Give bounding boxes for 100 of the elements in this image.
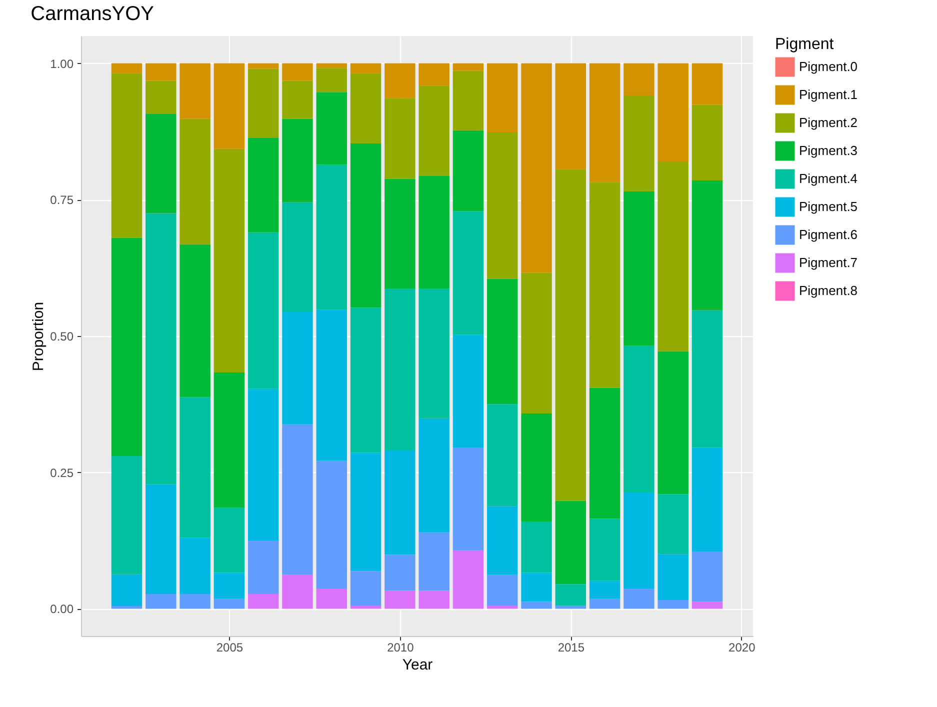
bar [180, 538, 210, 594]
bar [111, 574, 142, 606]
x-tick-label: 2020 [728, 640, 756, 654]
bar [350, 571, 382, 606]
bar [248, 388, 279, 541]
bar [555, 605, 586, 609]
bar [214, 63, 245, 149]
y-tick-label: 0.25 [50, 466, 74, 480]
legend-label: Pigment.5 [799, 199, 858, 214]
bar [384, 288, 416, 451]
bar [384, 63, 416, 98]
bar [146, 594, 176, 609]
legend-label: Pigment.1 [799, 87, 858, 102]
bar [316, 460, 347, 589]
bar [316, 68, 347, 92]
bar [418, 63, 450, 86]
bar [248, 138, 279, 232]
bar [692, 104, 723, 181]
bar [692, 602, 723, 609]
bar [452, 550, 484, 609]
bar [282, 63, 313, 81]
bar [589, 182, 620, 388]
bar [589, 518, 620, 581]
legend-label: Pigment.6 [799, 227, 858, 242]
bar [146, 484, 176, 594]
bar [180, 118, 210, 244]
bar [658, 554, 688, 600]
x-tick-label: 2015 [558, 640, 585, 654]
bar [692, 180, 723, 310]
bar [521, 272, 552, 414]
bar [452, 334, 484, 448]
bar [214, 372, 245, 508]
bar [658, 351, 688, 494]
bar [316, 588, 347, 609]
bar [248, 540, 279, 594]
bar [589, 580, 620, 599]
bar [521, 572, 552, 602]
bar [180, 244, 210, 398]
bar [282, 80, 313, 119]
bar [589, 388, 620, 519]
y-tick-label: 1.00 [50, 56, 74, 71]
bar [487, 574, 518, 606]
bar [248, 68, 279, 138]
bar [418, 86, 450, 176]
bar [282, 424, 313, 575]
bar [180, 63, 210, 119]
bar [214, 148, 245, 373]
bar [589, 63, 620, 182]
bar [350, 63, 382, 74]
legend-label: Pigment.8 [799, 283, 858, 298]
bar [316, 63, 347, 68]
bar [487, 278, 518, 404]
bar [692, 551, 723, 602]
bar [146, 63, 176, 81]
bar [214, 572, 245, 599]
bar [214, 598, 245, 609]
bar [452, 63, 484, 71]
bar [282, 202, 313, 312]
bar [214, 508, 245, 573]
bar [692, 310, 723, 448]
bar [248, 63, 279, 69]
x-axis-title: Year [402, 656, 433, 674]
bar [555, 500, 586, 584]
bar [384, 554, 416, 591]
bar [282, 311, 313, 424]
bar [248, 232, 279, 389]
bar [658, 494, 688, 554]
bar [146, 80, 176, 114]
x-tick-label: 2005 [216, 640, 244, 654]
bar [624, 95, 654, 192]
bar [452, 211, 484, 335]
bar [146, 114, 176, 214]
bar [624, 63, 654, 96]
bar [316, 92, 347, 165]
bar [316, 164, 347, 310]
legend-label: Pigment.3 [799, 143, 858, 158]
bar [487, 506, 518, 575]
bar [350, 452, 382, 572]
bar [282, 118, 313, 202]
bar [111, 606, 142, 609]
bar [521, 602, 552, 609]
bar [555, 584, 586, 606]
bar [111, 73, 142, 238]
bar [146, 213, 176, 484]
bar [692, 448, 723, 552]
bar [487, 404, 518, 506]
bar [418, 590, 450, 609]
bar [658, 161, 688, 352]
bar [282, 574, 313, 609]
bar [350, 143, 382, 308]
y-tick-label: 0.50 [50, 330, 74, 344]
y-axis-title: Proportion [30, 302, 48, 372]
y-tick-label: 0.75 [50, 193, 74, 208]
bar [384, 450, 416, 555]
legend-label: Pigment.0 [799, 59, 858, 74]
bar [624, 492, 654, 589]
bar [692, 63, 723, 105]
bar [350, 605, 382, 609]
bar [589, 598, 620, 609]
bar [418, 532, 450, 591]
